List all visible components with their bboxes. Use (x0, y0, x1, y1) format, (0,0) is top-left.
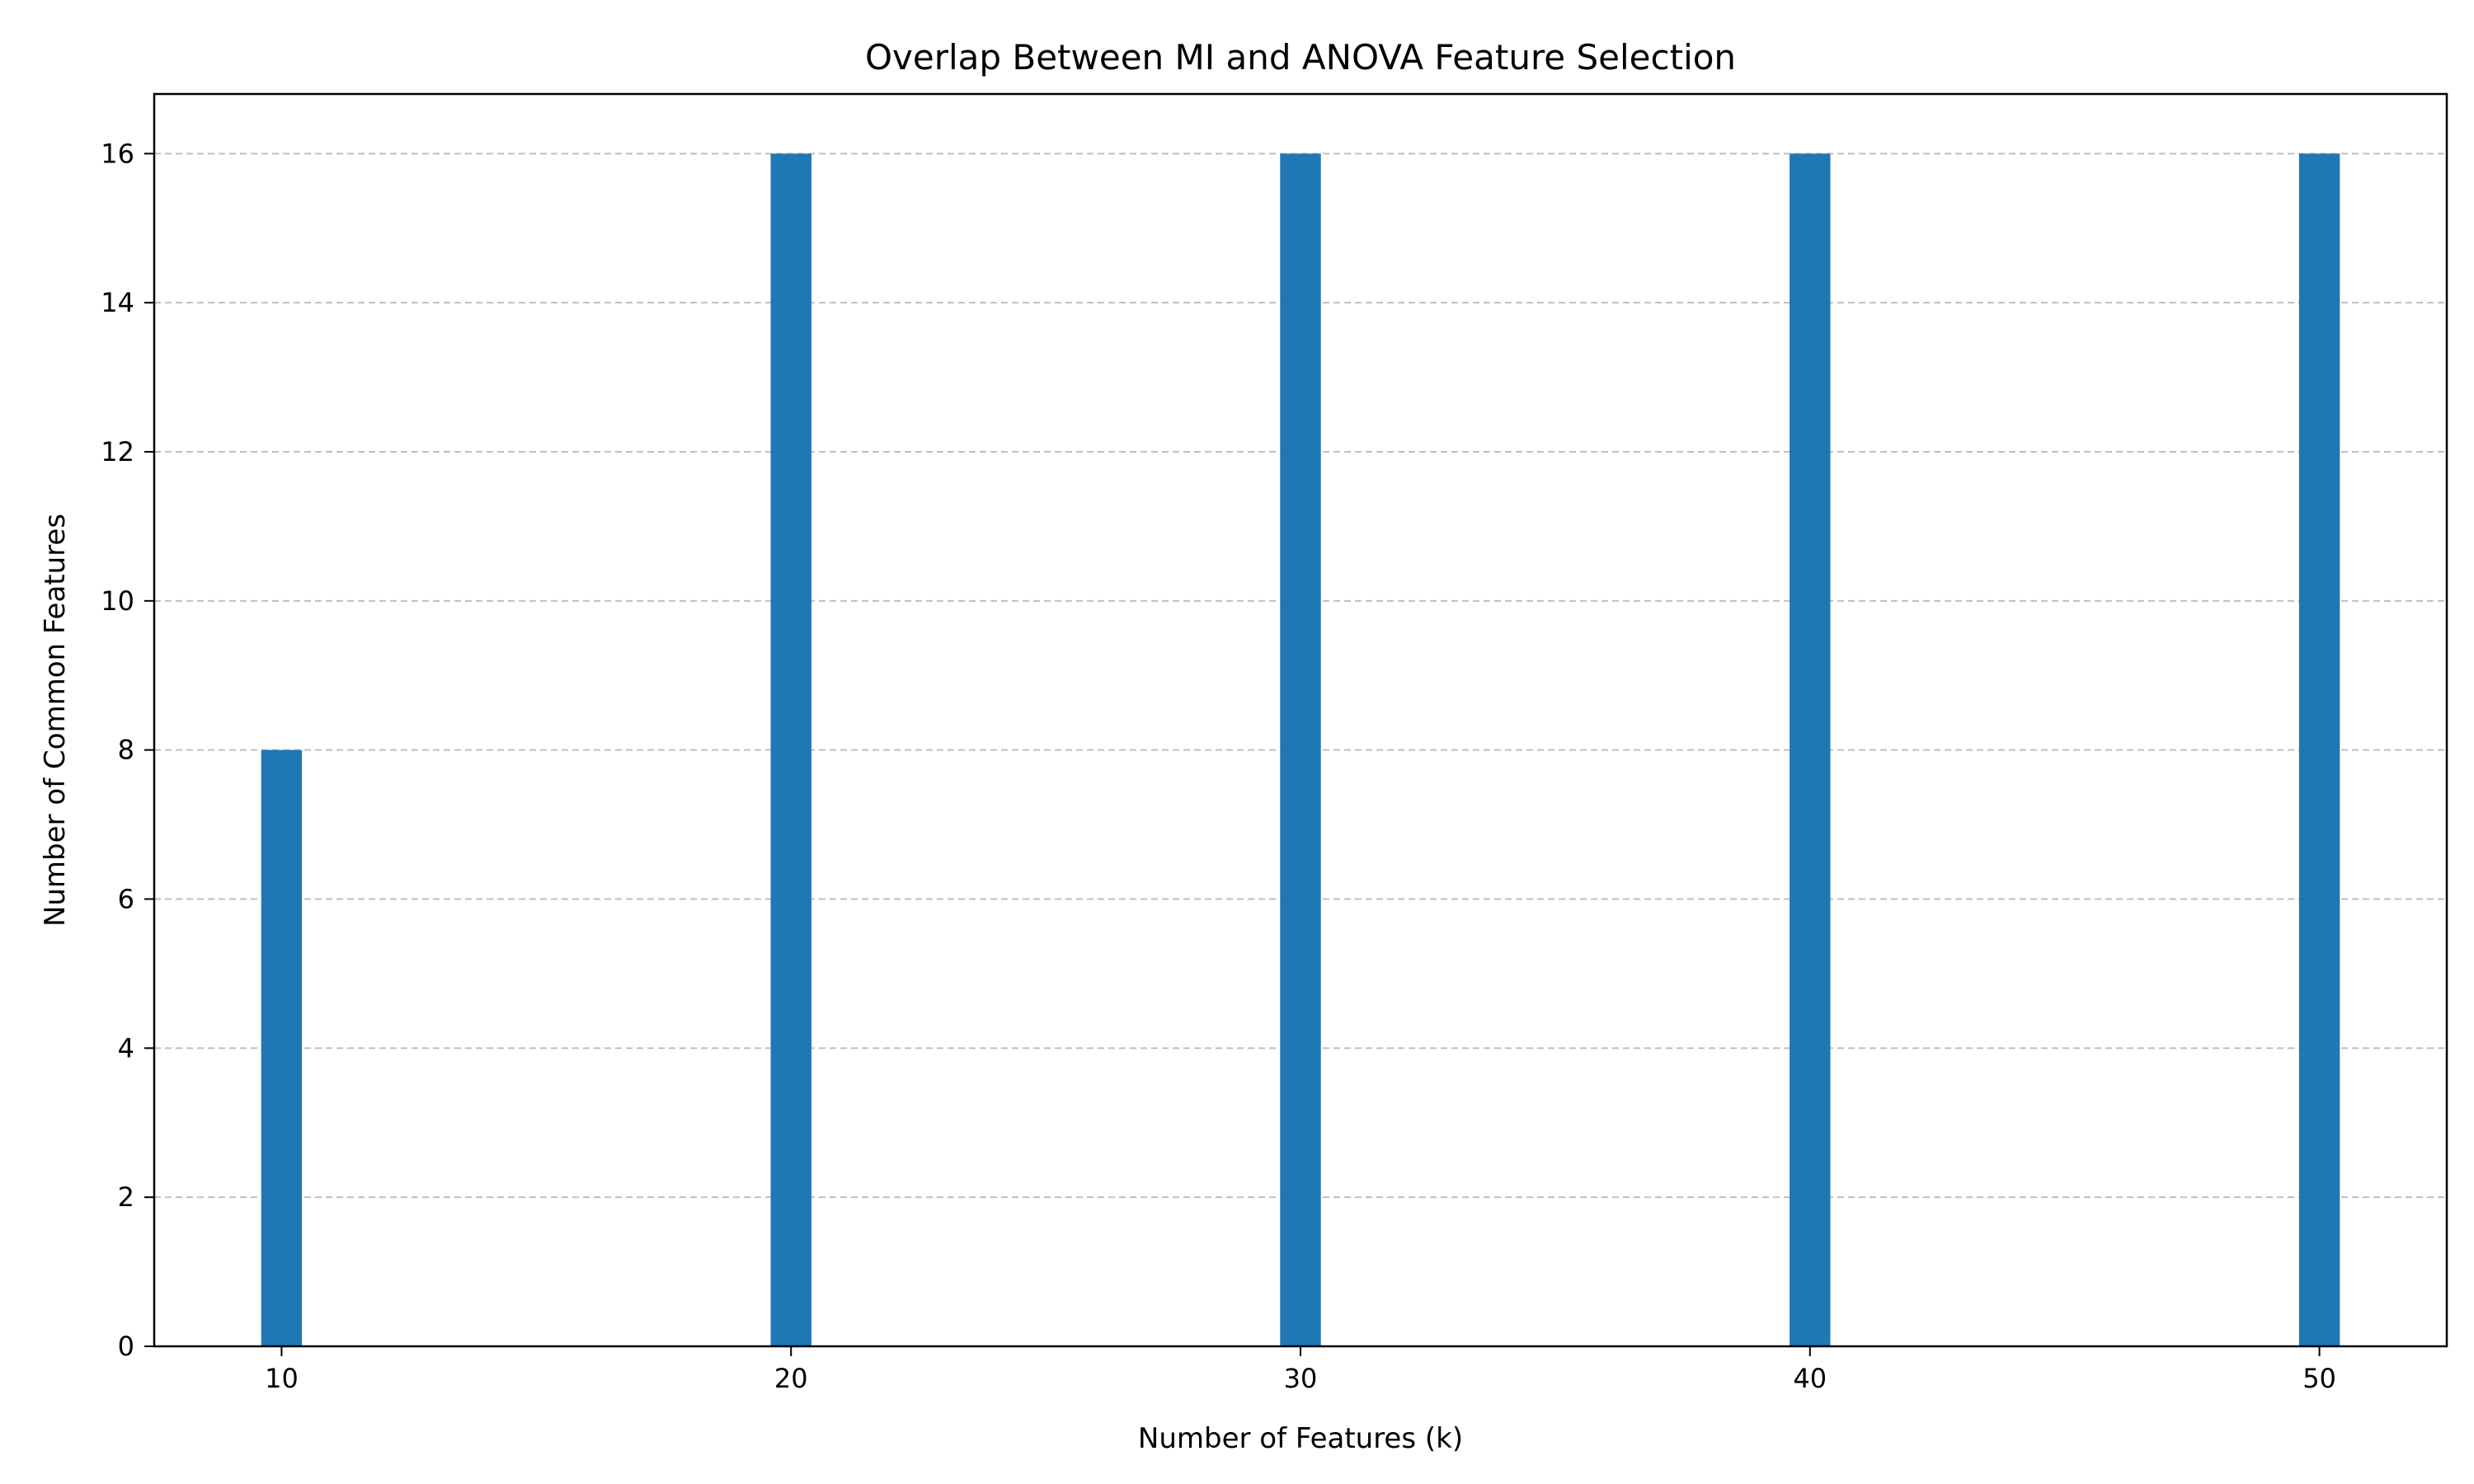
x-tick-label: 50 (2302, 1363, 2336, 1394)
x-tick-label: 30 (1284, 1363, 1318, 1394)
bar (2298, 153, 2340, 1346)
y-tick-label: 14 (101, 287, 134, 318)
y-axis-ticks: 0 2 4 6 8 10 12 14 16 (101, 138, 154, 1362)
x-axis-ticks: 10 20 30 40 50 (265, 1346, 2336, 1394)
x-tick-label: 40 (1793, 1363, 1827, 1394)
x-axis-label: Number of Features (k) (1138, 1422, 1463, 1455)
y-tick-label: 16 (101, 138, 134, 169)
bar (770, 153, 811, 1346)
gridlines (154, 153, 2447, 1199)
y-tick-label: 8 (118, 735, 134, 766)
x-tick-label: 10 (265, 1363, 299, 1394)
bar (1280, 153, 1321, 1346)
chart-title: Overlap Between MI and ANOVA Feature Sel… (865, 37, 1736, 77)
y-tick-label: 4 (118, 1032, 134, 1064)
bar (1790, 153, 1831, 1346)
y-axis-label: Number of Common Features (39, 514, 72, 927)
bar (261, 749, 303, 1346)
y-tick-label: 6 (118, 884, 134, 915)
y-tick-label: 0 (118, 1331, 134, 1362)
y-tick-label: 10 (101, 585, 134, 617)
bars (261, 153, 2340, 1346)
x-tick-label: 20 (774, 1363, 808, 1394)
y-tick-label: 12 (101, 436, 134, 467)
y-tick-label: 2 (118, 1181, 134, 1213)
